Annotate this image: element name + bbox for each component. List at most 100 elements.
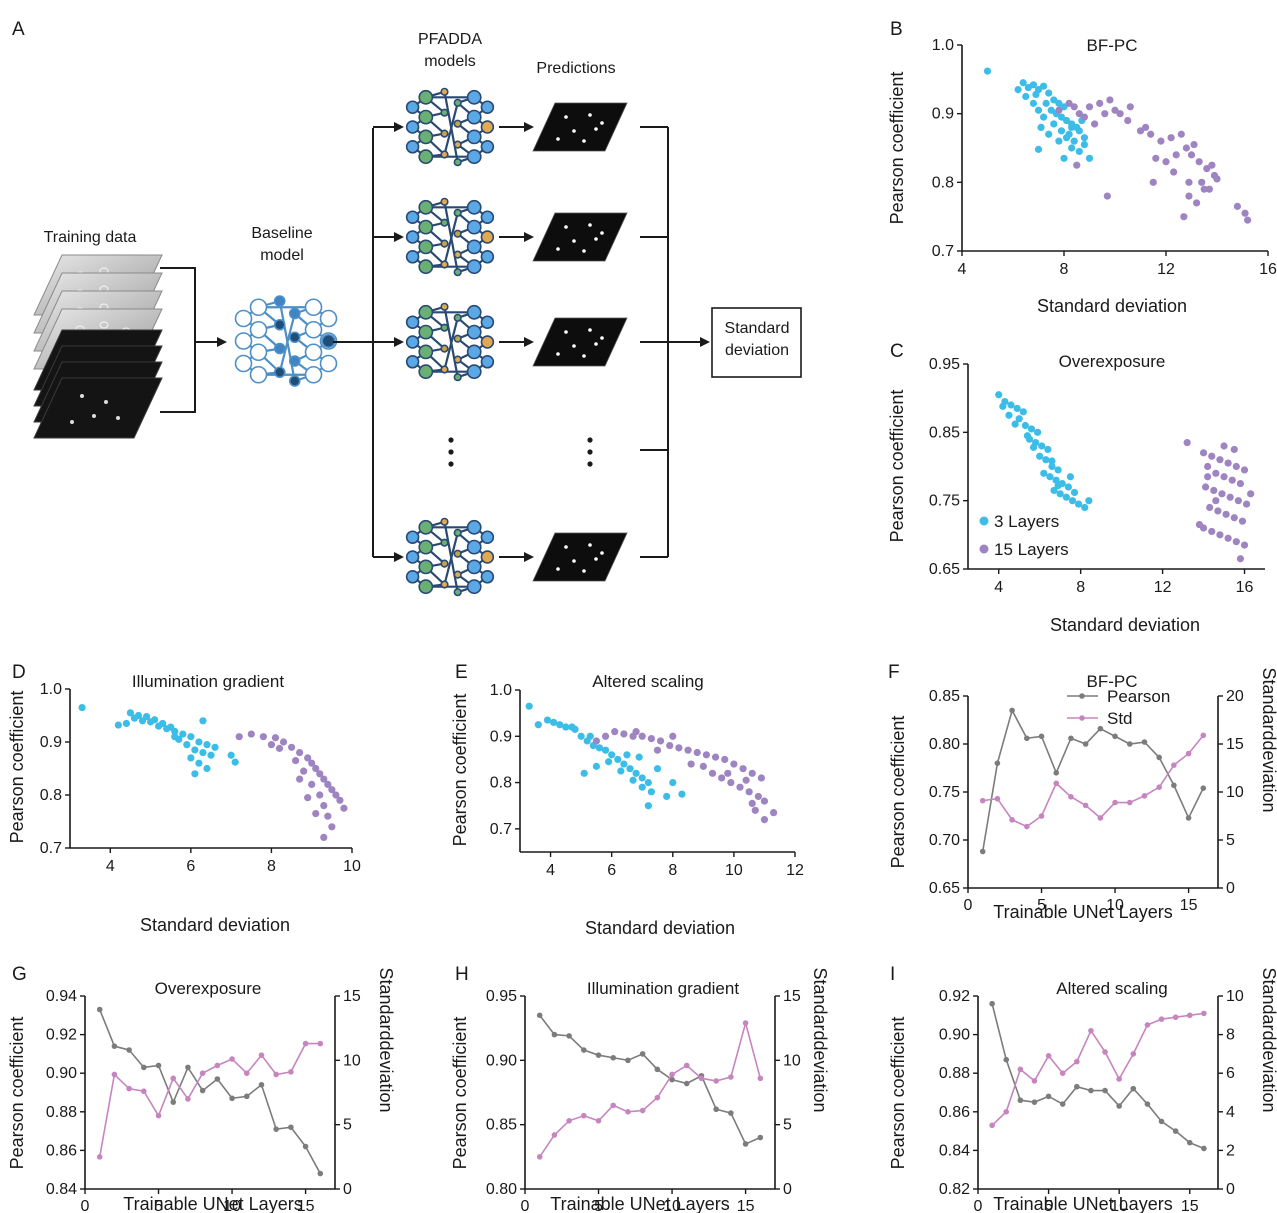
data-point-cyan	[207, 751, 215, 759]
series-point-std	[1088, 1027, 1094, 1034]
prediction-spot	[564, 545, 568, 549]
data-point-cyan	[183, 741, 191, 749]
x-tick-label: 0	[964, 897, 973, 914]
network-node	[466, 219, 482, 235]
data-point-cyan	[1037, 123, 1045, 131]
x-tick-label: 10	[725, 862, 743, 879]
prediction-spot	[582, 139, 586, 143]
prediction-spot	[582, 249, 586, 253]
data-point-purple	[312, 764, 320, 773]
prediction-image	[532, 212, 628, 262]
data-point-cyan	[543, 716, 552, 724]
network-node	[249, 298, 268, 317]
series-point-std	[1074, 1058, 1080, 1065]
network-node	[418, 109, 434, 125]
data-point-cyan	[179, 730, 187, 738]
x-axis-label: Standard deviation	[140, 915, 290, 935]
data-point-purple	[711, 753, 720, 761]
y-tick-label: 0.7	[40, 840, 62, 857]
series-line-std	[539, 1019, 762, 1158]
data-point-purple	[1070, 103, 1078, 111]
series-point-pearson	[185, 1064, 191, 1071]
y-tick-label: 1.0	[40, 681, 62, 698]
network-node	[418, 219, 434, 235]
prediction-spot	[572, 344, 576, 348]
network-node	[418, 304, 434, 320]
series-point-std	[1038, 813, 1045, 819]
network-node	[440, 302, 449, 311]
prediction-spot	[582, 354, 586, 358]
data-point-purple	[656, 737, 665, 745]
data-point-purple	[271, 734, 280, 742]
series-point-pearson	[1126, 741, 1133, 747]
y-tick-label: 0.86	[939, 1104, 970, 1121]
data-point-purple	[1136, 127, 1145, 135]
data-point-purple	[1208, 161, 1216, 169]
network-node	[453, 98, 462, 107]
network-node	[480, 210, 495, 224]
network-node	[234, 354, 253, 373]
network-node	[273, 295, 286, 307]
series-point-pearson	[1068, 735, 1074, 742]
series-point-std	[1156, 784, 1162, 790]
training-bracket	[160, 267, 196, 413]
series-point-pearson	[1053, 770, 1060, 776]
y-axis-label: Pearson coefficient	[7, 1017, 27, 1170]
std-box-line1: Standard	[725, 320, 790, 337]
chart-title: Altered scaling	[1056, 979, 1168, 998]
data-point-cyan	[1045, 89, 1053, 97]
series-point-pearson	[654, 1066, 661, 1073]
network-node	[480, 355, 495, 369]
series-point-pearson	[1024, 735, 1030, 742]
data-point-cyan	[556, 721, 564, 729]
data-point-cyan	[1029, 443, 1038, 451]
x-tick-label: 4	[994, 579, 1003, 596]
data-point-cyan	[1034, 145, 1043, 153]
series-point-pearson	[170, 1099, 177, 1105]
data-point-purple	[653, 746, 662, 754]
network-node	[418, 129, 434, 145]
ellipsis-dot	[448, 437, 454, 443]
network-node	[466, 259, 482, 275]
data-point-purple	[1126, 103, 1134, 111]
legend-marker	[1079, 693, 1085, 699]
x-tick-label: 12	[1157, 261, 1175, 278]
data-point-purple	[1065, 99, 1073, 107]
series-point-pearson	[551, 1031, 558, 1038]
series-point-std	[581, 1112, 587, 1119]
x-axis-label: Trainable UNet Layers	[993, 1194, 1172, 1213]
x-axis-label: Trainable UNet Layers	[550, 1194, 729, 1213]
data-point-cyan	[644, 778, 652, 787]
network-node	[440, 108, 449, 117]
network-node	[453, 549, 462, 558]
network-node	[405, 230, 420, 244]
data-point-purple	[1218, 490, 1226, 498]
x-tick-label: 0	[974, 1198, 983, 1213]
series-point-pearson	[1116, 1103, 1122, 1109]
cell-spot	[116, 416, 120, 420]
y-tick-label: 0.7	[932, 243, 954, 260]
data-point-cyan	[605, 758, 613, 766]
data-point-purple	[1167, 134, 1175, 142]
data-point-purple	[328, 823, 336, 831]
y2-tick-label: 8	[1226, 1027, 1235, 1044]
y-tick-label: 0.8	[932, 174, 954, 191]
data-point-purple	[1101, 110, 1109, 118]
data-point-purple	[1190, 140, 1198, 149]
data-point-purple	[1224, 459, 1232, 467]
data-point-purple	[693, 748, 701, 757]
y-tick-label: 0.86	[46, 1142, 77, 1159]
data-point-cyan	[1060, 154, 1068, 162]
data-point-cyan	[1081, 503, 1089, 512]
x-tick-label: 0	[521, 1198, 530, 1213]
series-point-std	[669, 1071, 675, 1078]
network-node	[480, 140, 495, 154]
y-tick-label: 0.85	[929, 424, 960, 441]
network-node	[480, 315, 495, 329]
y2-tick-label: 10	[343, 1052, 361, 1069]
data-point-purple	[1085, 103, 1094, 111]
network-node	[466, 199, 482, 215]
y2-tick-label: 10	[1226, 988, 1244, 1005]
data-point-purple	[1096, 99, 1104, 107]
y-tick-label: 0.80	[486, 1181, 517, 1198]
